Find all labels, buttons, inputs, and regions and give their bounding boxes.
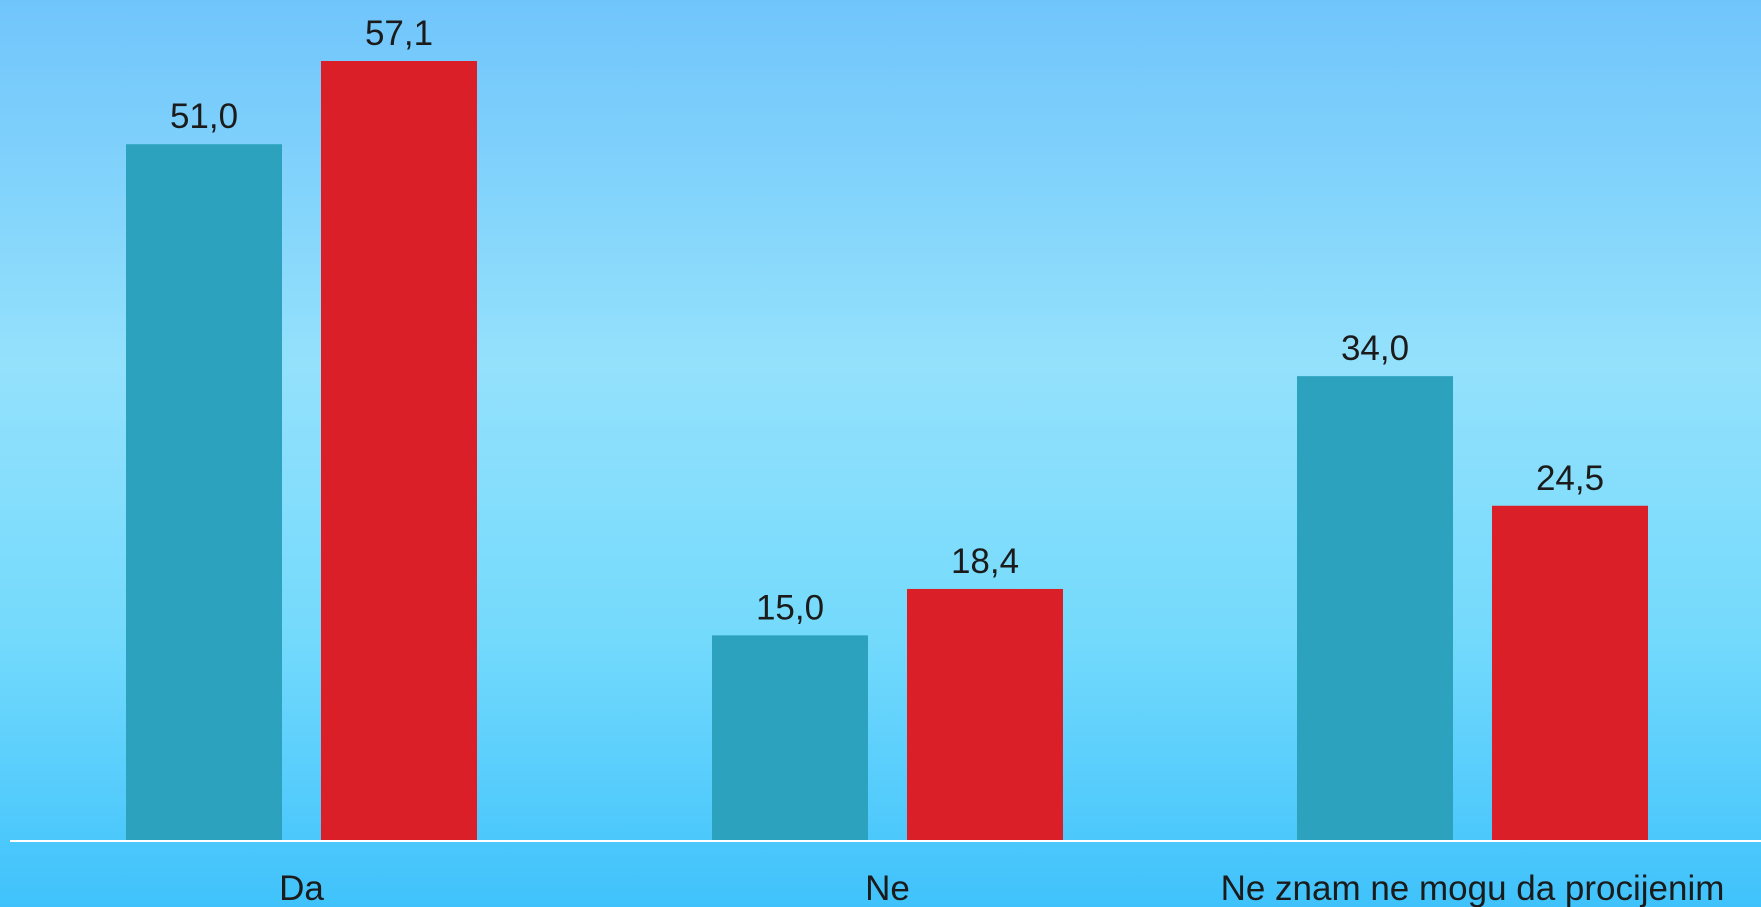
data-label: 34,0 <box>1341 329 1409 368</box>
bar-ne-znam-ne-mogu-da-procijenim-series-2 <box>1492 505 1648 840</box>
bar-ne-znam-ne-mogu-da-procijenim-series-1 <box>1297 376 1453 840</box>
category-label: Ne znam ne mogu da procijenim <box>1221 869 1725 907</box>
data-label: 24,5 <box>1536 459 1604 498</box>
category-label: Da <box>279 869 324 907</box>
data-label: 57,1 <box>365 14 433 53</box>
bar-da-series-1 <box>126 144 282 840</box>
bar-ne-series-2 <box>907 588 1063 840</box>
bar-ne-series-1 <box>712 635 868 840</box>
category-label: Ne <box>865 869 910 907</box>
bar-da-series-2 <box>321 61 477 840</box>
value-labels-group: 51,0 57,1 15,0 18,4 34,0 24,5 <box>170 14 1604 627</box>
data-label: 15,0 <box>756 588 824 627</box>
data-label: 51,0 <box>170 97 238 136</box>
category-labels-group: Da Ne Ne znam ne mogu da procijenim <box>279 869 1724 907</box>
bars-group <box>126 61 1648 840</box>
data-label: 18,4 <box>951 542 1019 581</box>
